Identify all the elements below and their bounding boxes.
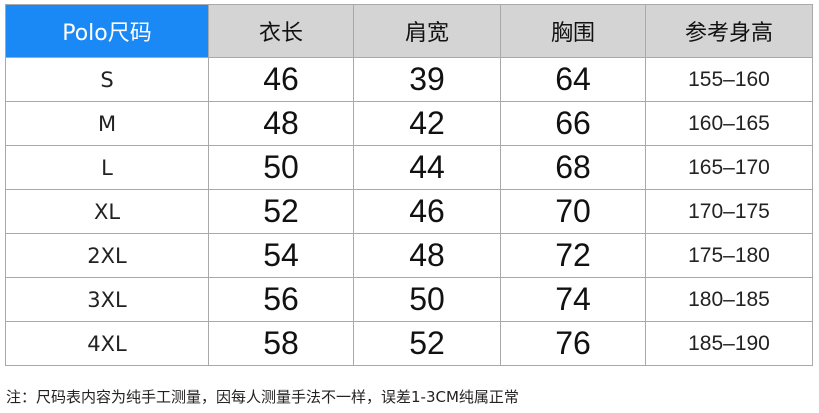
size-cell: XL <box>5 189 209 234</box>
table-row: 3XL 56 50 74 180–185 <box>5 277 813 322</box>
header-size: Polo尺码 <box>5 4 209 58</box>
table-row: 4XL 58 52 76 185–190 <box>5 321 813 366</box>
length-cell: 50 <box>208 145 354 190</box>
header-length: 衣长 <box>208 4 354 58</box>
table-row: S 46 39 64 155–160 <box>5 57 813 102</box>
shoulder-cell: 50 <box>353 277 501 322</box>
chest-cell: 72 <box>500 233 646 278</box>
footnote: 注：尺码表内容为纯手工测量，因每人测量手法不一样，误差1-3CM纯属正常 <box>6 388 519 406</box>
chest-cell: 76 <box>500 321 646 366</box>
chest-cell: 74 <box>500 277 646 322</box>
length-cell: 52 <box>208 189 354 234</box>
header-row: Polo尺码 衣长 肩宽 胸围 参考身高 <box>5 4 813 58</box>
height-cell: 160–165 <box>645 101 813 146</box>
chest-cell: 68 <box>500 145 646 190</box>
shoulder-cell: 46 <box>353 189 501 234</box>
length-cell: 48 <box>208 101 354 146</box>
size-cell: 2XL <box>5 233 209 278</box>
length-cell: 54 <box>208 233 354 278</box>
shoulder-cell: 39 <box>353 57 501 102</box>
length-cell: 58 <box>208 321 354 366</box>
height-cell: 180–185 <box>645 277 813 322</box>
header-height: 参考身高 <box>645 4 813 58</box>
table-row: XL 52 46 70 170–175 <box>5 189 813 234</box>
height-cell: 165–170 <box>645 145 813 190</box>
height-cell: 185–190 <box>645 321 813 366</box>
size-chart-table: Polo尺码 衣长 肩宽 胸围 参考身高 S 46 39 64 155–160 M 48 42… <box>5 4 813 366</box>
header-shoulder: 肩宽 <box>353 4 501 58</box>
chest-cell: 64 <box>500 57 646 102</box>
shoulder-cell: 44 <box>353 145 501 190</box>
shoulder-cell: 42 <box>353 101 501 146</box>
size-cell: 4XL <box>5 321 209 366</box>
table-row: L 50 44 68 165–170 <box>5 145 813 190</box>
height-cell: 170–175 <box>645 189 813 234</box>
chest-cell: 66 <box>500 101 646 146</box>
height-cell: 175–180 <box>645 233 813 278</box>
shoulder-cell: 52 <box>353 321 501 366</box>
size-cell: M <box>5 101 209 146</box>
chest-cell: 70 <box>500 189 646 234</box>
shoulder-cell: 48 <box>353 233 501 278</box>
height-cell: 155–160 <box>645 57 813 102</box>
header-chest: 胸围 <box>500 4 646 58</box>
length-cell: 56 <box>208 277 354 322</box>
table-row: 2XL 54 48 72 175–180 <box>5 233 813 278</box>
size-cell: 3XL <box>5 277 209 322</box>
size-cell: L <box>5 145 209 190</box>
size-cell: S <box>5 57 209 102</box>
table-row: M 48 42 66 160–165 <box>5 101 813 146</box>
length-cell: 46 <box>208 57 354 102</box>
